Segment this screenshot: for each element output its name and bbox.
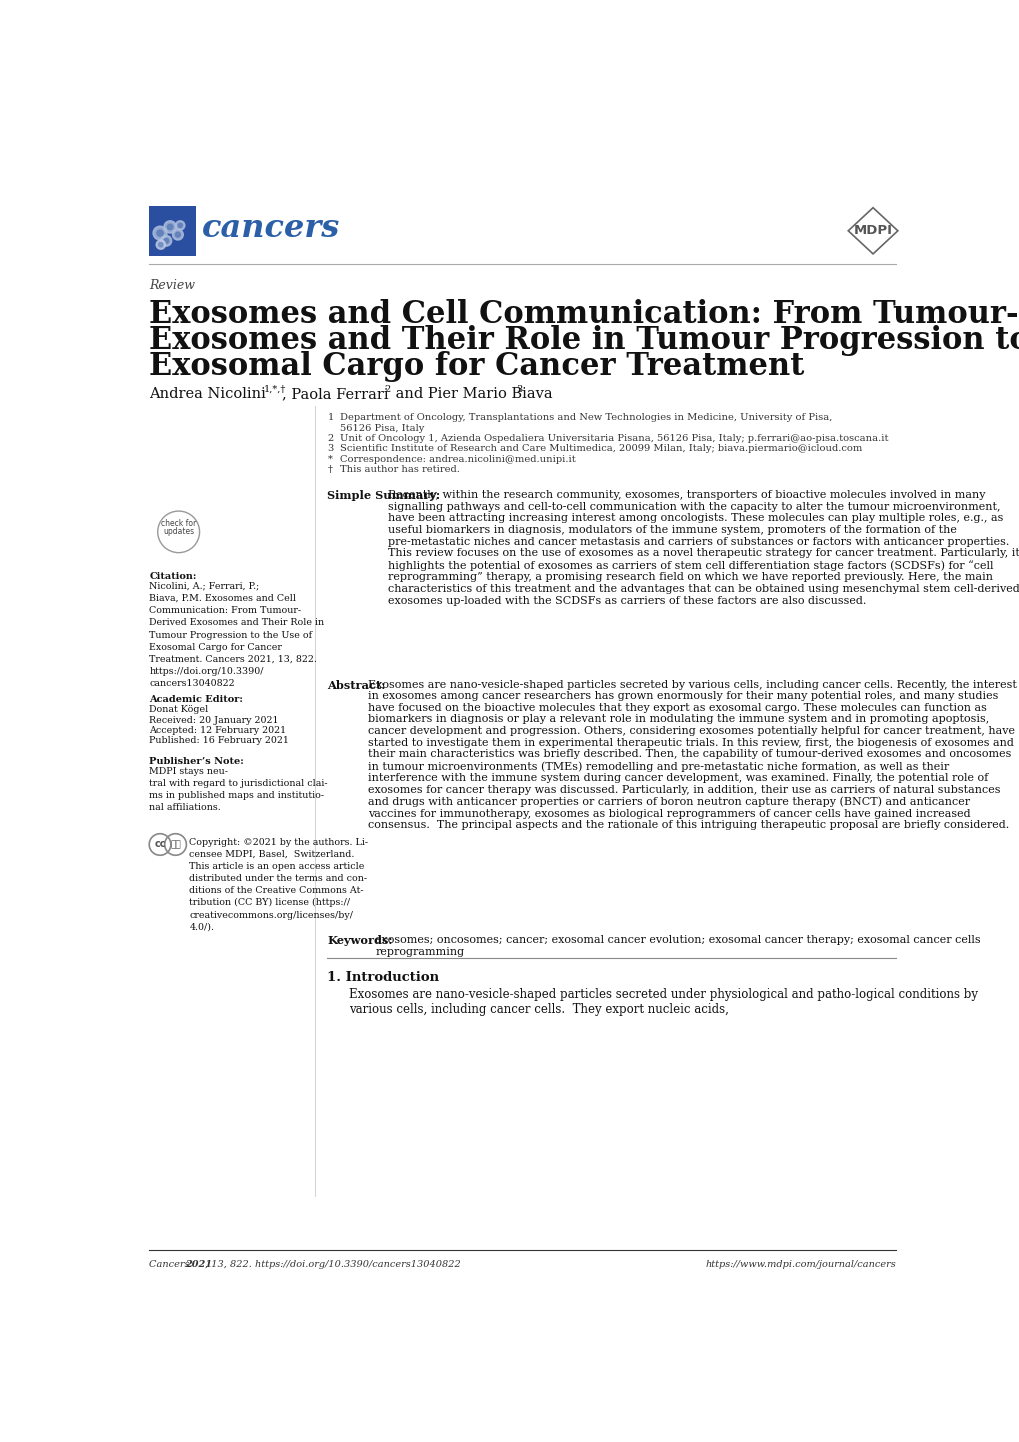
Circle shape xyxy=(156,239,165,249)
Text: Correspondence: andrea.nicolini@med.unipi.it: Correspondence: andrea.nicolini@med.unip… xyxy=(339,454,575,464)
Text: 3: 3 xyxy=(327,444,333,453)
Text: MDPI: MDPI xyxy=(853,225,892,238)
Text: Review: Review xyxy=(149,280,195,293)
Circle shape xyxy=(161,235,171,247)
Text: https://www.mdpi.com/journal/cancers: https://www.mdpi.com/journal/cancers xyxy=(705,1260,896,1269)
Text: Exosomes are nano-vesicle-shaped particles secreted under physiological and path: Exosomes are nano-vesicle-shaped particl… xyxy=(348,988,977,1015)
Circle shape xyxy=(157,229,163,236)
Text: 56126 Pisa, Italy: 56126 Pisa, Italy xyxy=(339,424,424,433)
Text: , Paola Ferrari: , Paola Ferrari xyxy=(282,386,393,401)
Text: 1. Introduction: 1. Introduction xyxy=(327,970,439,983)
Text: cc: cc xyxy=(154,839,166,849)
Text: 2021: 2021 xyxy=(184,1260,212,1269)
Text: ⓑⓨ: ⓑⓨ xyxy=(170,841,180,849)
Text: Keywords:: Keywords: xyxy=(327,936,392,946)
Text: 1: 1 xyxy=(327,414,333,423)
Circle shape xyxy=(167,224,173,229)
Text: , 13, 822. https://doi.org/10.3390/cancers13040822: , 13, 822. https://doi.org/10.3390/cance… xyxy=(205,1260,461,1269)
Text: cancers: cancers xyxy=(202,213,339,244)
Text: Donat Kögel: Donat Kögel xyxy=(149,705,208,714)
Text: Exosomes are nano-vesicle-shaped particles secreted by various cells, including : Exosomes are nano-vesicle-shaped particl… xyxy=(368,679,1016,831)
Text: Citation:: Citation: xyxy=(149,572,197,581)
Text: Published: 16 February 2021: Published: 16 February 2021 xyxy=(149,735,288,746)
Text: 2: 2 xyxy=(327,434,333,443)
Circle shape xyxy=(175,232,180,236)
Text: Copyright: ©2021 by the authors. Li-
censee MDPI, Basel,  Switzerland.
This arti: Copyright: ©2021 by the authors. Li- cen… xyxy=(190,838,368,932)
Text: Exosomes and Cell Communication: From Tumour-Derived: Exosomes and Cell Communication: From Tu… xyxy=(149,298,1019,330)
Text: MDPI stays neu-
tral with regard to jurisdictional clai-
ms in published maps an: MDPI stays neu- tral with regard to juri… xyxy=(149,767,327,812)
Text: 3: 3 xyxy=(516,385,523,394)
Text: Abstract:: Abstract: xyxy=(327,679,385,691)
Circle shape xyxy=(178,224,182,228)
Text: Scientific Institute of Research and Care Multimedica, 20099 Milan, Italy; biava: Scientific Institute of Research and Car… xyxy=(339,444,861,453)
Text: †: † xyxy=(327,466,332,474)
Text: Exosomes and Their Role in Tumour Progression to the Use of: Exosomes and Their Role in Tumour Progre… xyxy=(149,324,1019,356)
Text: This author has retired.: This author has retired. xyxy=(339,466,460,474)
Text: Unit of Oncology 1, Azienda Ospedaliera Universitaria Pisana, 56126 Pisa, Italy;: Unit of Oncology 1, Azienda Ospedaliera … xyxy=(339,434,888,443)
Text: Exosomal Cargo for Cancer Treatment: Exosomal Cargo for Cancer Treatment xyxy=(149,350,804,382)
Text: updates: updates xyxy=(163,528,194,536)
Text: Andrea Nicolini: Andrea Nicolini xyxy=(149,386,270,401)
Text: exosomes; oncosomes; cancer; exosomal cancer evolution; exosomal cancer therapy;: exosomes; oncosomes; cancer; exosomal ca… xyxy=(375,936,980,957)
Circle shape xyxy=(159,242,163,247)
Circle shape xyxy=(153,226,167,239)
Text: check for: check for xyxy=(161,519,196,528)
Text: Accepted: 12 February 2021: Accepted: 12 February 2021 xyxy=(149,725,286,735)
Text: 1,*,†: 1,*,† xyxy=(264,385,286,394)
Circle shape xyxy=(164,221,176,234)
Text: Department of Oncology, Transplantations and New Technologies in Medicine, Unive: Department of Oncology, Transplantations… xyxy=(339,414,832,423)
Text: and Pier Mario Biava: and Pier Mario Biava xyxy=(390,386,556,401)
Text: Simple Summary:: Simple Summary: xyxy=(327,490,440,502)
FancyBboxPatch shape xyxy=(149,206,196,257)
Text: Nicolini, A.; Ferrari, P.;
Biava, P.M. Exosomes and Cell
Communication: From Tum: Nicolini, A.; Ferrari, P.; Biava, P.M. E… xyxy=(149,583,324,688)
Text: Received: 20 January 2021: Received: 20 January 2021 xyxy=(149,715,278,725)
Text: Recently, within the research community, exosomes, transporters of bioactive mol: Recently, within the research community,… xyxy=(387,490,1019,606)
Text: Academic Editor:: Academic Editor: xyxy=(149,695,243,704)
Text: Publisher’s Note:: Publisher’s Note: xyxy=(149,757,244,766)
Circle shape xyxy=(175,221,184,231)
Text: *: * xyxy=(327,454,332,464)
Text: 2: 2 xyxy=(384,385,390,394)
Circle shape xyxy=(164,238,168,244)
Text: Cancers: Cancers xyxy=(149,1260,193,1269)
Circle shape xyxy=(172,229,183,239)
